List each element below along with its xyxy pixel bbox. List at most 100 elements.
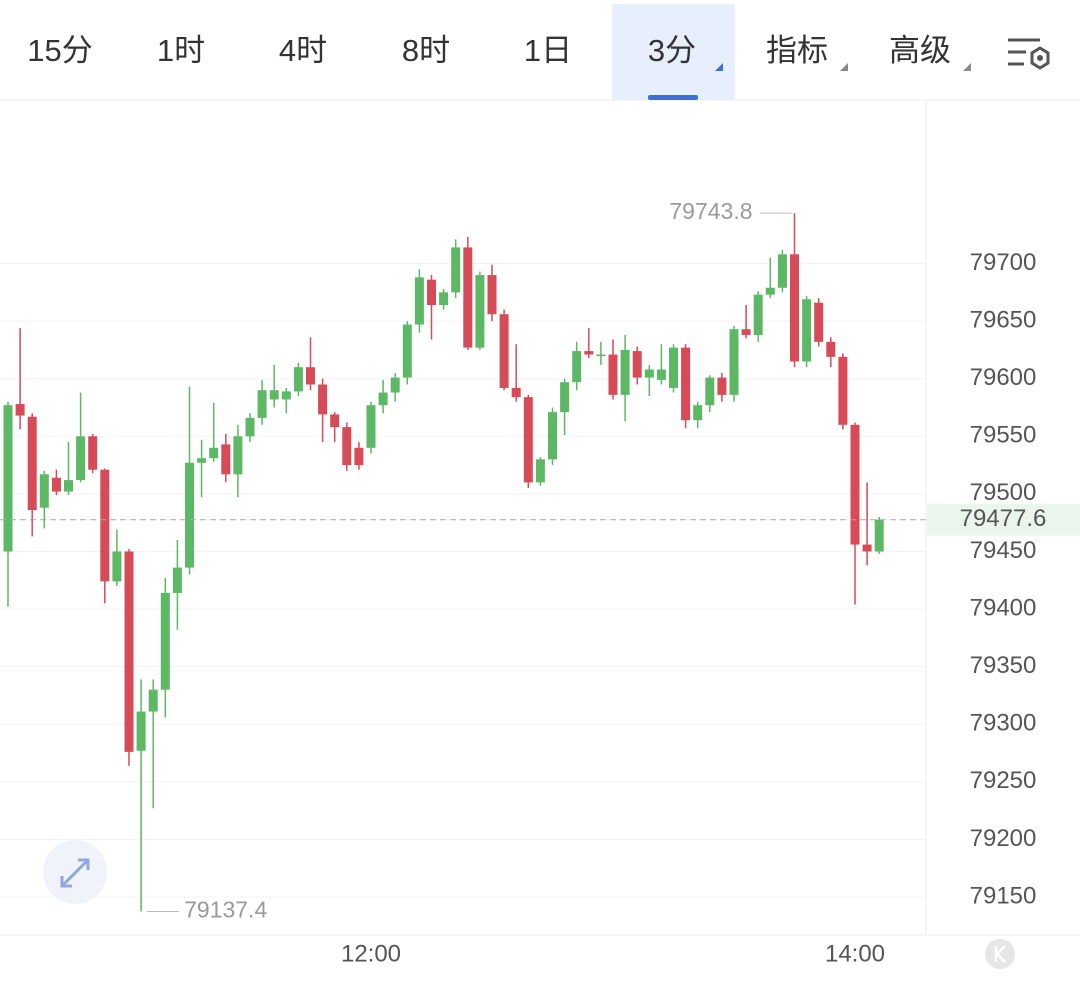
- candle-body: [100, 469, 110, 582]
- candle-body: [390, 377, 400, 393]
- y-tick-label: 79450: [970, 537, 1037, 564]
- candle-body: [681, 347, 691, 421]
- candle-body: [257, 390, 267, 418]
- candle-body: [656, 369, 666, 380]
- candle-body: [245, 417, 255, 437]
- x-tick-label: 14:00: [825, 940, 885, 967]
- candle-body: [293, 367, 303, 392]
- tab[interactable]: 8时: [402, 33, 450, 68]
- min-label: 79137.4: [184, 897, 267, 923]
- active-tab-bg: [612, 4, 735, 100]
- candle-body: [27, 416, 37, 511]
- tab[interactable]: 高级: [889, 33, 951, 68]
- candle-body: [548, 412, 557, 460]
- candle-body: [790, 254, 799, 362]
- candle-body: [342, 427, 352, 466]
- candle-body: [136, 711, 146, 751]
- y-tick-label: 79300: [970, 710, 1037, 737]
- y-tick-label: 79200: [970, 825, 1037, 852]
- candle-body: [572, 351, 582, 383]
- candle-body: [15, 404, 25, 416]
- candle-body: [644, 369, 654, 378]
- candle-body: [402, 324, 412, 378]
- candle-body: [814, 302, 824, 342]
- candle-body: [463, 247, 473, 348]
- y-tick-label: 79400: [970, 594, 1037, 621]
- tab[interactable]: 3分: [648, 33, 696, 68]
- candle-body: [197, 458, 207, 463]
- tab[interactable]: 4时: [279, 33, 327, 68]
- candle-body: [669, 347, 678, 388]
- candle-body: [51, 477, 61, 492]
- y-tick-label: 79600: [970, 364, 1037, 391]
- max-label: 79743.8: [669, 198, 752, 224]
- candle-body: [596, 354, 606, 357]
- y-tick-label: 79700: [970, 249, 1037, 276]
- active-tab-indicator: [648, 95, 698, 100]
- candle-body: [850, 424, 860, 545]
- last-price-bg: [927, 503, 1080, 536]
- candle-body: [318, 384, 328, 415]
- candle-body: [233, 436, 243, 475]
- dropdown-caret: [715, 63, 723, 71]
- candle-body: [535, 459, 545, 483]
- tab[interactable]: 1时: [157, 33, 205, 68]
- candle-body: [378, 392, 388, 406]
- candle-body: [64, 480, 73, 492]
- candle-body: [414, 277, 424, 325]
- candle-body: [112, 551, 122, 582]
- candle-body: [729, 329, 739, 395]
- candle-body: [221, 444, 231, 475]
- candle-body: [185, 462, 194, 568]
- candle-body: [693, 405, 703, 421]
- settings-icon[interactable]: [1008, 38, 1050, 70]
- candle-body: [584, 351, 594, 355]
- candle-body: [160, 592, 170, 690]
- candle-body: [124, 551, 134, 752]
- candle-body: [511, 387, 521, 398]
- candle-body: [777, 254, 787, 288]
- tab[interactable]: 指标: [766, 33, 828, 68]
- candle-body: [838, 356, 848, 425]
- candle-body: [209, 447, 219, 459]
- candle-body: [439, 292, 449, 306]
- tab[interactable]: 15分: [27, 33, 92, 68]
- candle-body: [499, 314, 509, 388]
- candle-body: [874, 519, 884, 552]
- candle-body: [172, 567, 182, 593]
- k-button[interactable]: [985, 939, 1015, 969]
- candle-body: [281, 391, 291, 400]
- candle-body: [306, 367, 315, 385]
- y-tick-label: 79500: [970, 479, 1037, 506]
- dropdown-caret: [963, 63, 971, 71]
- candle-body: [560, 382, 570, 413]
- y-tick-label: 79350: [970, 652, 1037, 679]
- y-tick-label: 79150: [970, 882, 1037, 909]
- candle-body: [717, 377, 727, 395]
- tab[interactable]: 1日: [524, 33, 572, 68]
- candle-body: [487, 275, 497, 315]
- candle-body: [608, 354, 618, 395]
- candle-body: [427, 279, 436, 306]
- candle-body: [269, 390, 279, 400]
- dropdown-caret: [840, 63, 848, 71]
- candle-body: [620, 349, 630, 395]
- candle-body: [802, 299, 812, 362]
- y-tick-label: 79650: [970, 306, 1037, 333]
- candle-body: [632, 351, 642, 378]
- candle-body: [475, 275, 485, 348]
- candle-body: [826, 341, 836, 357]
- candle-body: [741, 329, 751, 335]
- candle-body: [330, 414, 340, 428]
- x-tick-label: 12:00: [341, 940, 401, 967]
- candle-body: [451, 247, 461, 293]
- y-tick-label: 79250: [970, 767, 1037, 794]
- candle-body: [862, 544, 872, 552]
- candle-body: [76, 436, 86, 481]
- candle-body: [148, 689, 158, 712]
- expand-button[interactable]: [43, 840, 107, 904]
- last-price-label: 79477.6: [960, 505, 1047, 532]
- candle-body: [366, 405, 376, 448]
